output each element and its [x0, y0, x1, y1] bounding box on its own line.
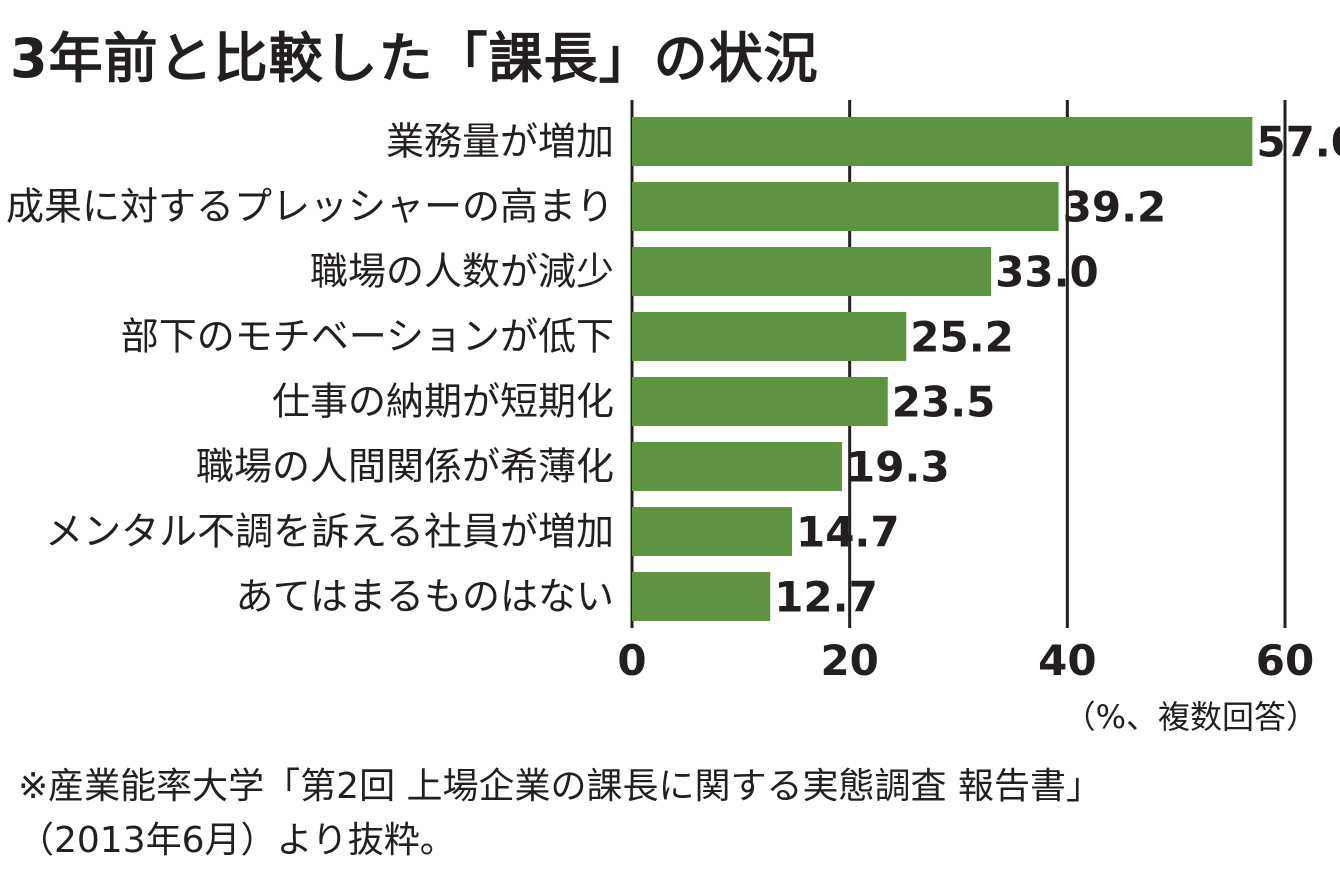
value-label: 12.7	[774, 573, 878, 622]
category-label: 職場の人間関係が希薄化	[196, 445, 614, 489]
category-label: 仕事の納期が短期化	[272, 380, 614, 424]
x-tick-label: 60	[1256, 636, 1314, 685]
x-tick-label: 20	[820, 636, 878, 685]
category-label: 業務量が増加	[386, 120, 614, 164]
bar	[632, 507, 792, 556]
bar	[632, 247, 992, 296]
chart-title: 3年前と比較した「課長」の状況	[10, 27, 819, 90]
category-label: メンタル不調を訴える社員が増加	[45, 510, 614, 554]
bar	[632, 572, 771, 621]
value-label: 14.7	[796, 508, 900, 557]
bar	[632, 377, 888, 426]
value-label: 19.3	[846, 443, 950, 492]
source-line-2: （2013年6月）より抜粋。	[18, 820, 456, 861]
bar	[632, 312, 907, 361]
x-tick-label: 0	[617, 636, 646, 685]
value-labels: 57.0 39.2 33.0 25.2 23.5 19.3 14.7 12.7	[774, 118, 1340, 622]
source-line-1: ※産業能率大学「第2回 上場企業の課長に関する実態調査 報告書」	[18, 766, 1102, 807]
bar	[632, 442, 843, 491]
category-label: 成果に対するプレッシャーの高まり	[6, 185, 614, 229]
value-label: 39.2	[1063, 183, 1167, 232]
bar	[632, 117, 1253, 166]
bar-chart: 業務量が増加成果に対するプレッシャーの高まり職場の人数が減少部下のモチベーション…	[6, 100, 1340, 685]
bars	[632, 117, 1253, 621]
value-label: 33.0	[995, 248, 1099, 297]
category-label: あてはまるものはない	[236, 575, 614, 619]
bar	[632, 182, 1059, 231]
category-label: 職場の人数が減少	[310, 250, 614, 294]
source-note: ※産業能率大学「第2回 上場企業の課長に関する実態調査 報告書」 （2013年6…	[18, 760, 1328, 868]
category-labels: 業務量が増加成果に対するプレッシャーの高まり職場の人数が減少部下のモチベーション…	[6, 120, 614, 619]
x-tick-labels: 0 20 40 60	[617, 636, 1314, 685]
x-tick-label: 40	[1038, 636, 1096, 685]
value-label: 25.2	[910, 313, 1014, 362]
category-label: 部下のモチベーションが低下	[121, 315, 614, 359]
unit-note: （%、複数回答）	[1063, 698, 1318, 736]
value-label: 23.5	[892, 378, 996, 427]
value-label: 57.0	[1256, 118, 1340, 167]
